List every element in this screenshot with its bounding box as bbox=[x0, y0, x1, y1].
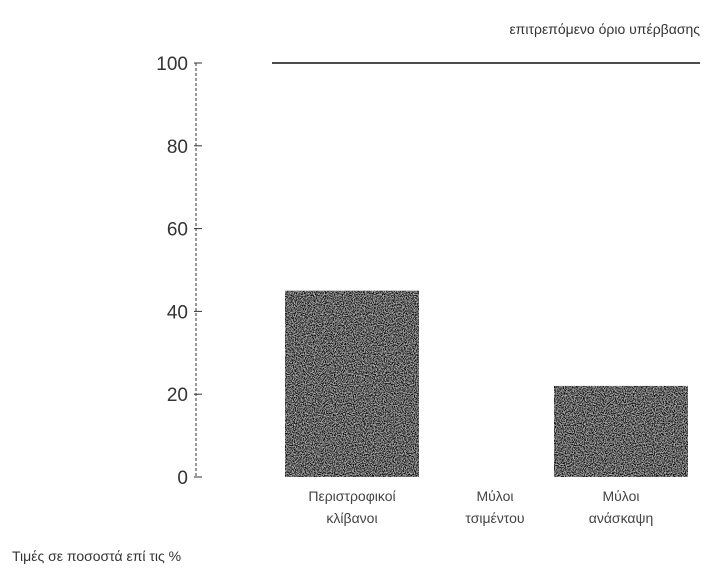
x-category-label: Περιστροφικοί bbox=[308, 488, 395, 504]
reference-line-label: επιτρεπόμενο όριο υπέρβασης bbox=[509, 21, 700, 37]
x-category-label: τσιμέντου bbox=[465, 510, 524, 526]
bar bbox=[554, 385, 688, 477]
x-category-label: ανάσκαψη bbox=[589, 510, 654, 526]
y-tick-label: 40 bbox=[167, 302, 188, 323]
y-tick-label: 0 bbox=[177, 468, 188, 489]
x-category-label: κλίβανοι bbox=[326, 510, 377, 526]
y-tick-label: 80 bbox=[167, 137, 188, 158]
footnote: Τιμές σε ποσοστά επί τις % bbox=[12, 548, 181, 564]
x-category-label: Μύλοι bbox=[602, 488, 639, 504]
y-tick-label: 100 bbox=[156, 54, 188, 75]
y-tick-label: 60 bbox=[167, 220, 188, 241]
bar bbox=[285, 290, 419, 477]
y-tick-label: 20 bbox=[167, 385, 188, 406]
x-category-label: Μύλοι bbox=[476, 488, 513, 504]
